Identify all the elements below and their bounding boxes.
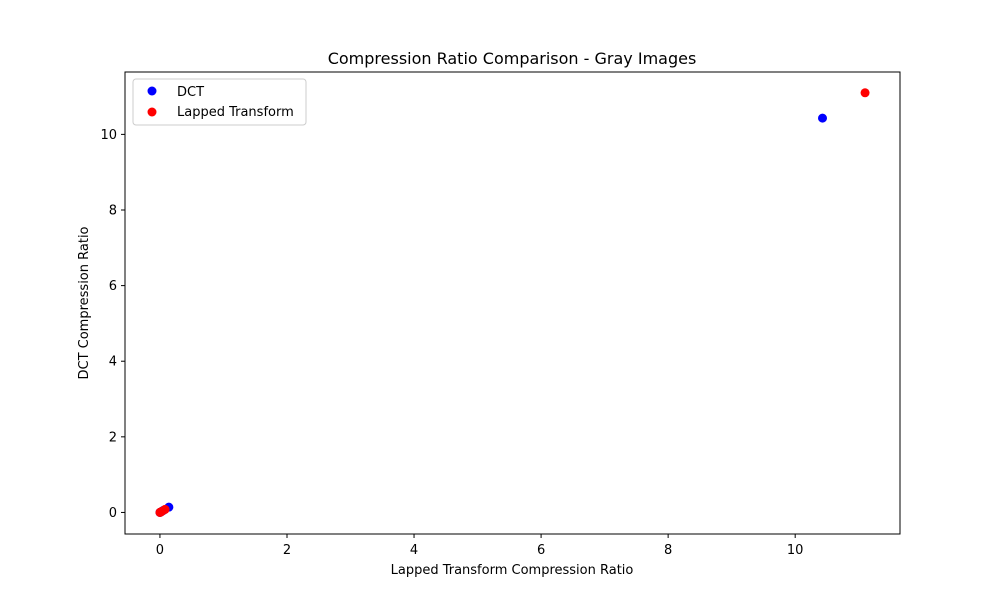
y-tick-label: 4 xyxy=(109,355,117,370)
y-tick-label: 6 xyxy=(109,279,117,294)
x-axis-label: Lapped Transform Compression Ratio xyxy=(391,563,634,578)
y-axis: 0 2 4 6 8 10 xyxy=(100,128,125,521)
x-tick-label: 2 xyxy=(283,543,291,558)
data-point-dct xyxy=(818,113,827,123)
legend-marker-dct xyxy=(147,86,157,96)
y-axis-label: DCT Compression Ratio xyxy=(77,226,92,379)
x-tick-label: 8 xyxy=(664,543,672,558)
x-tick-label: 4 xyxy=(410,543,418,558)
legend-label-dct: DCT xyxy=(177,85,204,100)
x-tick-label: 6 xyxy=(537,543,545,558)
x-axis: 0 2 4 6 8 10 xyxy=(156,534,804,558)
legend-marker-lapped-transform xyxy=(147,107,157,117)
legend-label-lapped-transform: Lapped Transform xyxy=(177,105,294,120)
data-point-lapped-transform xyxy=(160,504,170,514)
y-tick-label: 10 xyxy=(100,128,117,143)
points-layer xyxy=(155,88,870,517)
chart-title: Compression Ratio Comparison - Gray Imag… xyxy=(328,49,697,68)
x-tick-label: 0 xyxy=(156,543,164,558)
data-point-lapped-transform xyxy=(860,88,870,98)
plot-area xyxy=(124,71,901,535)
legend: DCT Lapped Transform xyxy=(132,78,307,126)
legend-box xyxy=(132,78,307,126)
plot-frame xyxy=(124,71,901,535)
y-tick-label: 0 xyxy=(109,506,117,521)
y-tick-label: 8 xyxy=(109,203,117,218)
x-tick-label: 10 xyxy=(787,543,804,558)
y-tick-label: 2 xyxy=(109,430,117,445)
